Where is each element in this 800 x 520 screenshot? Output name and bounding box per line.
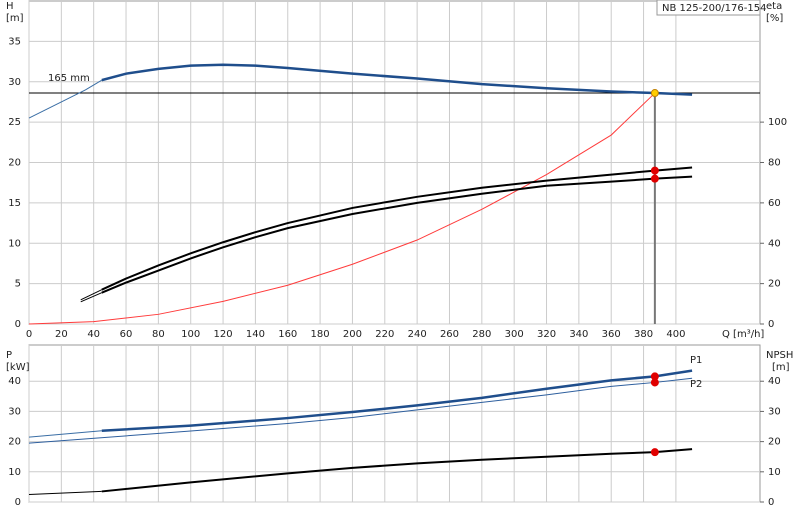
plot-layer: 0 20 40 60 80 100 120 140 160 180 200 220 240 260 280 3… (8, 0, 787, 508)
x-tick-label: 0 (26, 329, 32, 340)
x-tick-label: 60 (120, 329, 133, 340)
y-tick-label: 30 (8, 406, 21, 417)
p2-label: P2 (690, 379, 702, 390)
duty-point (650, 174, 659, 183)
series-line (28, 79, 103, 119)
y-tick-label: 10 (8, 238, 21, 249)
y2-tick-label: 0 (768, 497, 774, 508)
y-tick-label: 20 (8, 158, 21, 169)
x-tick-label: 220 (375, 329, 394, 340)
x-tick-label: 200 (343, 329, 362, 340)
eta-axis-label: eta (766, 1, 782, 12)
y2-tick-label: 10 (768, 467, 781, 478)
p-axis-label: P (6, 350, 12, 361)
duty-point (650, 89, 659, 98)
x-tick-label: 140 (246, 329, 265, 340)
y-tick-label: 35 (8, 36, 21, 47)
y2-tick-label: 30 (768, 406, 781, 417)
x-tick-label: 300 (505, 329, 524, 340)
x-tick-label: 280 (472, 329, 491, 340)
x-tick-label: 120 (214, 329, 233, 340)
h-axis-unit: [m] (6, 13, 24, 24)
y2-tick-label: 100 (768, 117, 787, 128)
chart-title: NB 125-200/176-154 (662, 3, 766, 14)
series-line (80, 292, 102, 303)
series-line (101, 448, 693, 493)
y2-tick-label: 80 (768, 158, 781, 169)
y2-tick-label: 40 (768, 376, 781, 387)
x-tick-label: 400 (666, 329, 685, 340)
duty-point (650, 378, 659, 387)
y2-tick-label: 60 (768, 198, 781, 209)
x-tick-label: 320 (537, 329, 556, 340)
duty-point (650, 166, 659, 175)
series-line (28, 377, 693, 444)
series-line (28, 92, 656, 325)
series-line (101, 166, 693, 291)
impeller-annotation: 165 mm (48, 73, 90, 84)
series-line (28, 430, 102, 438)
y2-tick-label: 0 (768, 319, 774, 330)
x-tick-label: 340 (569, 329, 588, 340)
npsh-axis-unit: [m] (772, 362, 790, 373)
series-line (101, 369, 693, 432)
npsh-axis-label: NPSH (766, 350, 793, 361)
y-tick-label: 0 (15, 497, 21, 508)
series-line (101, 63, 693, 96)
plot-frame (28, 344, 761, 503)
x-tick-label: 180 (311, 329, 330, 340)
y2-tick-label: 40 (768, 238, 781, 249)
y-tick-label: 10 (8, 467, 21, 478)
series-line (80, 289, 102, 301)
y-tick-label: 30 (8, 77, 21, 88)
y-tick-label: 20 (8, 437, 21, 448)
x-tick-label: 20 (55, 329, 68, 340)
series-line (101, 175, 693, 294)
y2-tick-label: 20 (768, 279, 781, 290)
p-axis-unit: [kW] (6, 362, 30, 373)
title-box (656, 0, 761, 16)
y2-tick-label: 20 (768, 437, 781, 448)
x-tick-label: 80 (152, 329, 165, 340)
x-tick-label: 360 (602, 329, 621, 340)
x-tick-label: 240 (408, 329, 427, 340)
y-tick-label: 15 (8, 198, 21, 209)
x-tick-label: 40 (87, 329, 100, 340)
eta-axis-unit: [%] (766, 13, 783, 24)
x-tick-label: 380 (634, 329, 653, 340)
y-tick-label: 0 (15, 319, 21, 330)
x-tick-label: 260 (440, 329, 459, 340)
duty-point (650, 448, 659, 457)
series-line (28, 490, 102, 495)
h-axis-label: H (6, 1, 14, 12)
p1-label: P1 (690, 355, 702, 366)
x-tick-label: 160 (278, 329, 297, 340)
y-tick-label: 25 (8, 117, 21, 128)
q-axis-label: Q [m³/h] (722, 329, 764, 340)
y-tick-label: 5 (15, 279, 21, 290)
x-tick-label: 100 (181, 329, 200, 340)
y-tick-label: 40 (8, 376, 21, 387)
